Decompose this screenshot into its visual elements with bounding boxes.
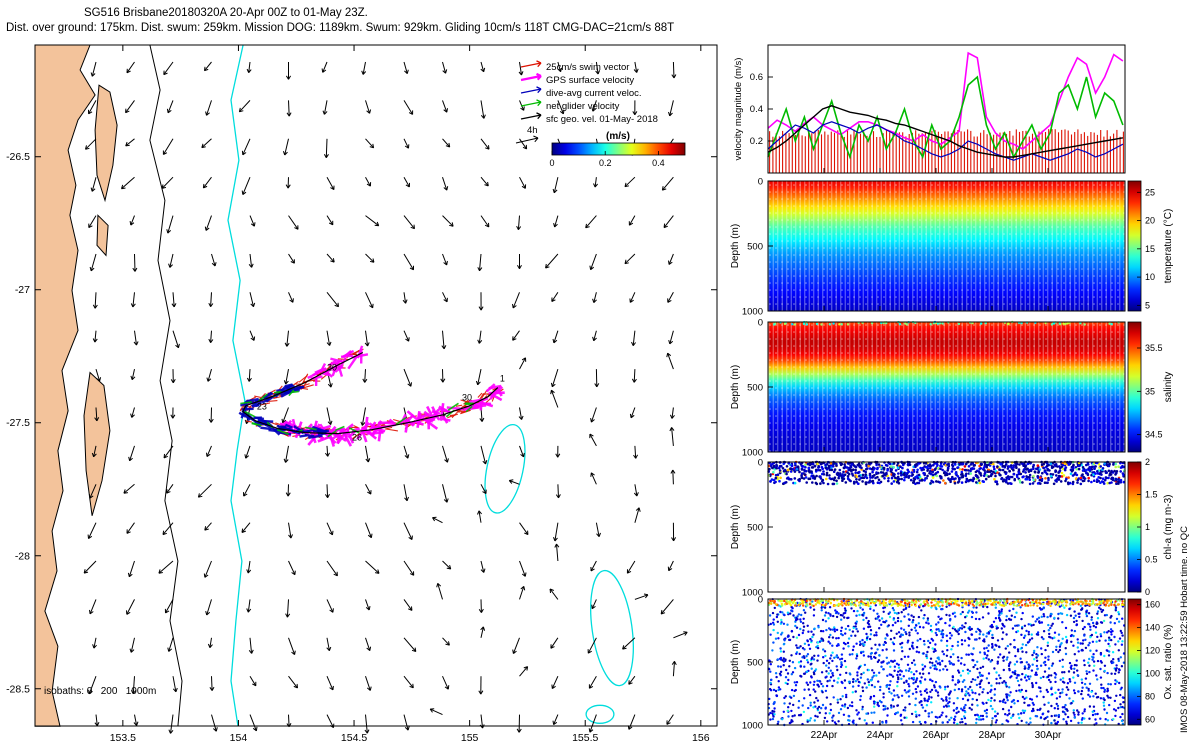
velocity-colorbar-label: (m/s) bbox=[606, 131, 630, 142]
colorbar-tick-label: 10 bbox=[1145, 272, 1155, 282]
depth-axis-label: Depth (m) bbox=[730, 640, 741, 684]
surface-geostrophic-vectors bbox=[83, 61, 688, 734]
colorbar-tick-label: 34.5 bbox=[1145, 430, 1163, 440]
colorbar-tick-label: 80 bbox=[1145, 691, 1155, 701]
depth-tick-label: 1000 bbox=[742, 448, 763, 459]
colorbar-tick-label: 35.5 bbox=[1145, 343, 1163, 353]
depth-tick-label: 0 bbox=[758, 595, 763, 606]
colorbar-tick-label: 120 bbox=[1145, 646, 1160, 656]
velocity-colorbar-tick: 0.4 bbox=[652, 158, 665, 168]
time-tick-label: 24Apr bbox=[867, 730, 894, 741]
isobath-note: isobaths: 0 200 1000m bbox=[44, 686, 156, 697]
velocity-axis-label: velocity magnitude (m/s) bbox=[733, 58, 744, 161]
map-y-tick-label: -27.5 bbox=[6, 417, 30, 429]
map-x-tick-label: 155 bbox=[461, 732, 479, 744]
depth-axis-label: Depth (m) bbox=[730, 224, 741, 268]
time-tick-label: 26Apr bbox=[923, 730, 950, 741]
colorbar-tick-label: 1 bbox=[1145, 522, 1150, 532]
depth-axis-label: Depth (m) bbox=[730, 505, 741, 549]
colorbar-tick-label: 5 bbox=[1145, 300, 1150, 310]
colorbar-label: temperature (°C) bbox=[1163, 209, 1174, 284]
chl-panel: 0 500 1000 Depth (m) 0 0.5 1 1.5 2 chl-a (mg m-3) bbox=[730, 457, 1174, 599]
colorbar-tick-label: 2 bbox=[1145, 457, 1150, 467]
legend-entry-label: 25cm/s swim vector bbox=[546, 62, 629, 73]
velocity-series-dive bbox=[767, 121, 1124, 161]
colorbar-tick-label: 0 bbox=[1145, 587, 1150, 597]
track-date-label: 1 bbox=[500, 374, 505, 384]
legend-scale-label: 4h bbox=[527, 125, 538, 136]
depth-tick-label: 0 bbox=[758, 458, 763, 469]
legend-entry-label: net glider velocity bbox=[546, 101, 620, 112]
colorbar-label: salinity bbox=[1163, 372, 1174, 403]
map-y-tick-label: -28 bbox=[15, 550, 30, 562]
colorbar-tick-label: 20 bbox=[1145, 216, 1155, 226]
temperature-panel: 0 500 1000 Depth (m) 5 10 15 20 25 temperature (°… bbox=[730, 177, 1174, 318]
colorbar-tick-label: 140 bbox=[1145, 623, 1160, 633]
colorbar-tick-label: 160 bbox=[1145, 600, 1160, 610]
watermark-text: IMOS 08-May-2018 13:22:59 Hobart time. n… bbox=[1179, 526, 1190, 733]
oxygen-panel: 0 500 1000 Depth (m) 22Apr 24Apr 26Apr 28Apr 30A… bbox=[730, 595, 1174, 742]
map-x-tick-label: 156 bbox=[692, 732, 710, 744]
depth-tick-label: 500 bbox=[747, 523, 763, 534]
velocity-tick-label: 0.2 bbox=[750, 136, 763, 147]
depth-tick-label: 1000 bbox=[742, 588, 763, 599]
colorbar-label: chl-a (mg m-3) bbox=[1163, 494, 1174, 559]
map-y-tick-label: -28.5 bbox=[6, 683, 30, 695]
depth-tick-label: 1000 bbox=[742, 307, 763, 318]
legend-entry-label: sfc geo. vel. 01-May- 2018 bbox=[546, 114, 658, 125]
colorbar-label: Ox. sat. ratio (%) bbox=[1163, 624, 1174, 699]
land-polygons bbox=[34, 44, 118, 727]
colorbar-tick-label: 1.5 bbox=[1145, 490, 1158, 500]
map-x-tick-label: 153.5 bbox=[110, 732, 136, 744]
velocity-colorbar-tick: 0.2 bbox=[599, 158, 612, 168]
depth-tick-label: 500 bbox=[747, 658, 763, 669]
isobath-contours bbox=[149, 44, 634, 727]
track-date-label: 20 bbox=[327, 363, 337, 373]
colorbar-tick-label: 25 bbox=[1145, 187, 1155, 197]
depth-tick-label: 500 bbox=[747, 383, 763, 394]
time-tick-label: 22Apr bbox=[811, 730, 838, 741]
legend-entry-label: GPS surface velocity bbox=[546, 75, 634, 86]
depth-tick-label: 0 bbox=[758, 177, 763, 188]
map-x-tick-label: 154.5 bbox=[341, 732, 367, 744]
map-x-tick-label: 154 bbox=[230, 732, 248, 744]
track-date-label: 26 bbox=[352, 433, 362, 443]
track-date-label: 30 bbox=[462, 393, 472, 403]
legend-entry-label: dive-avg current veloc. bbox=[546, 88, 642, 99]
colorbar-tick-label: 35 bbox=[1145, 386, 1155, 396]
salinity-panel: 0 500 1000 Depth (m) 34.5 35 35.5 salinity bbox=[730, 318, 1174, 459]
figure-title: SG516 Brisbane20180320A 20-Apr 00Z to 01… bbox=[84, 7, 368, 19]
depth-tick-label: 1000 bbox=[742, 721, 763, 732]
velocity-tick-label: 0.6 bbox=[750, 72, 763, 83]
velocity-colorbar-tick: 0 bbox=[549, 158, 554, 168]
depth-tick-label: 0 bbox=[758, 318, 763, 329]
velocity-panel: 0.2 0.4 0.6 velocity magnitude (m/s) bbox=[733, 44, 1126, 174]
map-x-tick-label: 155.5 bbox=[572, 732, 598, 744]
velocity-series-geo bbox=[767, 105, 1124, 158]
glider-track: 20 23 26 30 1 bbox=[238, 345, 505, 447]
track-date-label: 23 bbox=[257, 402, 267, 412]
depth-tick-label: 500 bbox=[747, 242, 763, 253]
velocity-series-net bbox=[767, 75, 1124, 160]
map-axes: 153.5 154 154.5 155 155.5 156 -26.5 -27 -27.5 -28… bbox=[6, 44, 718, 744]
velocity-tick-label: 0.4 bbox=[750, 104, 763, 115]
time-tick-label: 28Apr bbox=[979, 730, 1006, 741]
colorbar-tick-label: 60 bbox=[1145, 714, 1155, 724]
map-y-tick-label: -27 bbox=[15, 284, 30, 296]
oxygen-dots bbox=[767, 597, 1126, 727]
map-y-tick-label: -26.5 bbox=[6, 151, 30, 163]
colorbar-tick-label: 0.5 bbox=[1145, 555, 1158, 565]
colorbar-tick-label: 15 bbox=[1145, 244, 1155, 254]
depth-axis-label: Depth (m) bbox=[730, 365, 741, 409]
figure-subtitle: Dist. over ground: 175km. Dist. swum: 25… bbox=[6, 22, 675, 34]
map-panel: 20 23 26 30 1 bbox=[34, 44, 717, 734]
map-legend: 25cm/s swim vector GPS surface velocity di… bbox=[515, 60, 686, 168]
time-tick-label: 30Apr bbox=[1035, 730, 1062, 741]
colorbar-tick-label: 100 bbox=[1145, 668, 1160, 678]
